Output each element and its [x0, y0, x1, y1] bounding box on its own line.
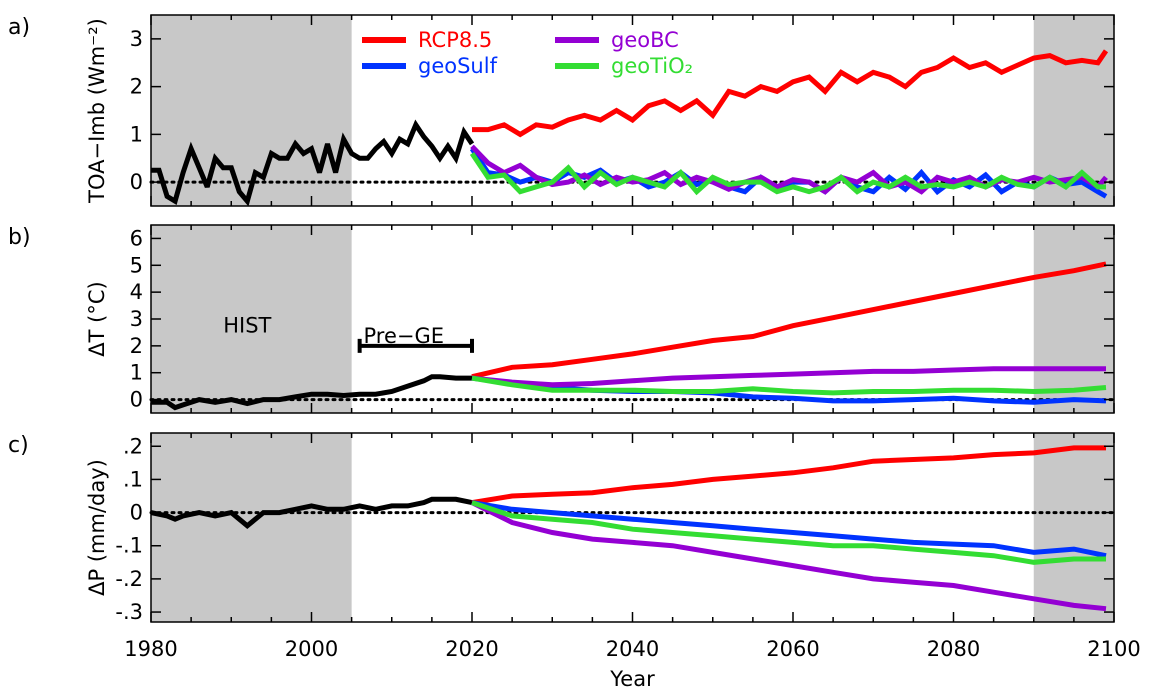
- y-tick-label: 1: [130, 122, 143, 146]
- panel-label: b): [8, 225, 31, 250]
- x-tick-label: 2100: [1087, 637, 1140, 661]
- series-line-geobc: [470, 500, 1107, 612]
- shaded-period: [1033, 433, 1114, 622]
- y-axis-label: ΔT (°C): [85, 281, 109, 356]
- series-line-rcp85: [471, 261, 1107, 380]
- series-line-rcp85: [471, 445, 1106, 506]
- series-line-hist: [151, 374, 472, 411]
- series-line-geotio: [471, 375, 1107, 396]
- x-tick-label: 2040: [606, 637, 659, 661]
- annotation-label: HIST: [223, 313, 271, 337]
- x-tick-label: 2060: [766, 637, 819, 661]
- y-tick-label: 5: [130, 253, 143, 277]
- panel-2: 0 1 2 3 4 5 6 ΔT (°C) b) HIST Pre−GE: [8, 224, 1116, 414]
- panel-label: a): [8, 15, 30, 40]
- annotation-label: Pre−GE: [364, 324, 445, 348]
- series-line-geotio: [471, 500, 1106, 565]
- y-tick-label: 0: [130, 501, 143, 525]
- y-tick-label: 6: [130, 226, 143, 250]
- shaded-period: [1033, 225, 1114, 413]
- shaded-period: [151, 225, 352, 413]
- x-tick-label: 2020: [445, 637, 498, 661]
- y-tick-label: -.3: [115, 600, 143, 624]
- legend-label: geoBC: [611, 28, 679, 52]
- series-group: [151, 49, 1109, 206]
- x-tick-label: 2080: [927, 637, 980, 661]
- series-line-geosulf: [471, 500, 1107, 559]
- series-group: [151, 261, 1107, 411]
- y-axis-label: TOA−Imb (Wm⁻²): [85, 18, 109, 204]
- legend-label: geoTiO₂: [611, 54, 693, 78]
- y-tick-label: 2: [130, 75, 143, 99]
- shaded-period: [151, 433, 352, 622]
- series-line-rcp85: [472, 49, 1109, 138]
- y-tick-label: 0: [130, 170, 143, 194]
- y-tick-label: -.1: [115, 534, 143, 558]
- y-axis-label: ΔP (mm/day): [85, 459, 109, 596]
- panel-label: c): [8, 433, 29, 458]
- series-group: [151, 445, 1107, 612]
- y-tick-label: 0: [130, 388, 143, 412]
- series-line-hist: [151, 496, 473, 530]
- y-tick-label: 1: [130, 361, 143, 385]
- series-line-hist: [151, 119, 475, 206]
- y-tick-label: 2: [130, 334, 143, 358]
- series-line-geobc: [471, 366, 1106, 388]
- x-tick-label: 2000: [285, 637, 338, 661]
- panel-3: .2 .1 0 -.1 -.2 -.3ΔP (mm/day) c) 1980 2000 2020 2…: [8, 432, 1141, 691]
- legend-label: RCP8.5: [418, 28, 492, 52]
- y-tick-label: -.2: [115, 567, 143, 591]
- shaded-period: [1033, 15, 1114, 206]
- y-tick-label: 3: [130, 307, 143, 331]
- y-tick-label: .1: [123, 467, 143, 491]
- y-tick-label: 3: [130, 27, 143, 51]
- x-tick-label: 1980: [124, 637, 177, 661]
- series-line-geotio: [469, 152, 1106, 196]
- y-tick-label: .2: [123, 434, 143, 458]
- legend-label: geoSulf: [418, 54, 498, 78]
- y-tick-label: 4: [130, 280, 143, 304]
- x-axis-label: Year: [609, 667, 655, 691]
